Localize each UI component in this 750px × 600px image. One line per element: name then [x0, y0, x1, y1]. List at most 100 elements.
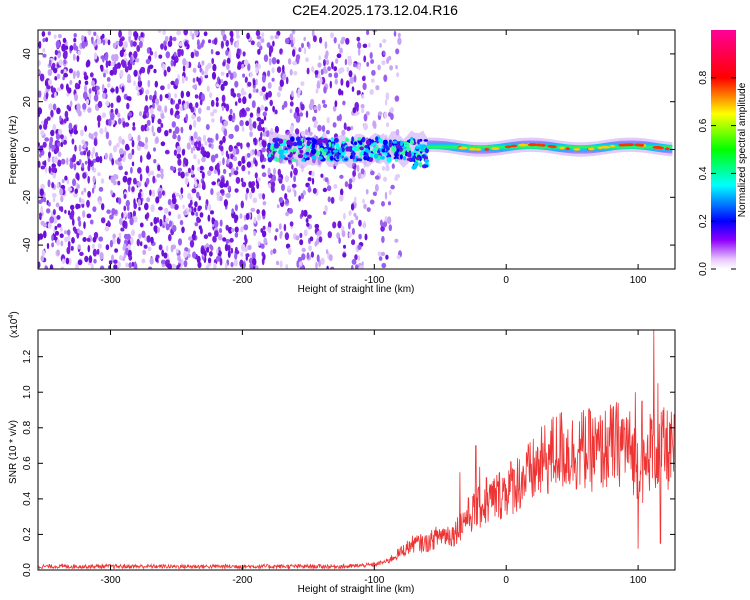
heatmap-cell [292, 158, 297, 162]
heatmap-cell [305, 218, 309, 223]
heatmap-cell [193, 207, 197, 213]
heatmap-cell [228, 114, 233, 122]
heatmap-cell [241, 91, 247, 96]
heatmap-cell [98, 200, 102, 205]
heatmap-cell [384, 216, 388, 222]
heatmap-cell [64, 236, 69, 243]
heatmap-cell [383, 176, 387, 182]
heatmap-cell [311, 143, 316, 150]
heatmap-cell [536, 143, 542, 147]
heatmap-cell [170, 80, 175, 86]
heatmap-cell [260, 104, 265, 111]
heatmap-cell [193, 230, 196, 236]
heatmap-cell [317, 62, 322, 68]
heatmap-cell [138, 111, 143, 117]
heatmap-cell [51, 242, 54, 248]
heatmap-cell [351, 227, 355, 235]
heatmap-cell [206, 246, 210, 253]
heatmap-cell [106, 209, 111, 214]
heatmap-cell [209, 251, 213, 257]
heatmap-cell [63, 230, 68, 235]
heatmap-cell [221, 94, 226, 103]
heatmap-cell [358, 219, 362, 227]
heatmap-cell [225, 49, 229, 56]
heatmap-cell [311, 30, 315, 38]
heatmap-cell [305, 137, 311, 141]
heatmap-cell [195, 102, 199, 108]
heatmap-cell [413, 161, 419, 167]
heatmap-cell [381, 166, 386, 171]
heatmap-cell [51, 193, 57, 198]
heatmap-cell [316, 231, 321, 236]
heatmap-cell [388, 141, 393, 148]
heatmap-cell [221, 105, 225, 111]
heatmap-cell [278, 223, 282, 230]
heatmap-cell [174, 204, 179, 210]
heatmap-cell [600, 145, 610, 149]
heatmap-cell [78, 197, 82, 203]
heatmap-cell [267, 167, 271, 176]
heatmap-cell [226, 192, 231, 199]
heatmap-cell [54, 76, 58, 81]
heatmap-cell [162, 30, 166, 36]
heatmap-cell [64, 209, 67, 214]
heatmap-cell [519, 143, 528, 147]
heatmap-cell [87, 30, 92, 36]
heatmap-cell [397, 32, 401, 38]
heatmap-cell [351, 146, 357, 152]
heatmap-cell [179, 194, 183, 200]
heatmap-cell [311, 171, 315, 177]
heatmap-cell [386, 216, 392, 225]
heatmap-cell [128, 184, 131, 192]
heatmap-cell [122, 175, 128, 183]
heatmap-cell [259, 155, 264, 163]
heatmap-cell [353, 212, 357, 217]
heatmap-cell [76, 70, 80, 79]
heatmap-cell [107, 39, 111, 46]
heatmap-cell [400, 141, 403, 147]
heatmap-cell [218, 78, 221, 86]
heatmap-cell [229, 108, 233, 115]
heatmap-cell [235, 148, 240, 155]
heatmap-cell [137, 181, 142, 188]
heatmap-cell [248, 117, 252, 125]
heatmap-cell [157, 187, 163, 193]
heatmap-cell [61, 179, 65, 184]
heatmap-cell [118, 117, 122, 125]
heatmap-cell [153, 68, 157, 74]
heatmap-cell [176, 145, 182, 154]
heatmap-cell [198, 225, 202, 230]
heatmap-cell [132, 126, 136, 131]
heatmap-cell [362, 82, 367, 91]
heatmap-cell [353, 75, 357, 83]
heatmap-cell [193, 154, 197, 160]
heatmap-cell [212, 235, 217, 243]
heatmap-cell [117, 180, 121, 186]
heatmap-cell [97, 120, 101, 128]
heatmap-cell [357, 255, 361, 262]
heatmap-cell [137, 168, 141, 173]
heatmap-cell [69, 161, 74, 169]
heatmap-cell [303, 36, 307, 42]
heatmap-cell [369, 89, 374, 95]
heatmap-cell [175, 248, 179, 254]
heatmap-cell [197, 183, 202, 189]
heatmap-cell [307, 177, 312, 182]
heatmap-cell [388, 224, 392, 232]
heatmap-cell [213, 37, 218, 46]
heatmap-cell [233, 170, 239, 176]
heatmap-cell [66, 87, 72, 94]
heatmap-cell [219, 115, 223, 124]
heatmap-cell [356, 164, 360, 172]
heatmap-cell [290, 141, 293, 147]
heatmap-cell [319, 36, 323, 44]
heatmap-cell [239, 110, 242, 118]
heatmap-cell [307, 185, 311, 193]
heatmap-cell [58, 59, 63, 66]
heatmap-cell [130, 236, 134, 245]
heatmap-cell [271, 77, 275, 82]
heatmap-cell [393, 30, 397, 37]
heatmap-cell [84, 160, 88, 165]
heatmap-cell [73, 33, 77, 38]
